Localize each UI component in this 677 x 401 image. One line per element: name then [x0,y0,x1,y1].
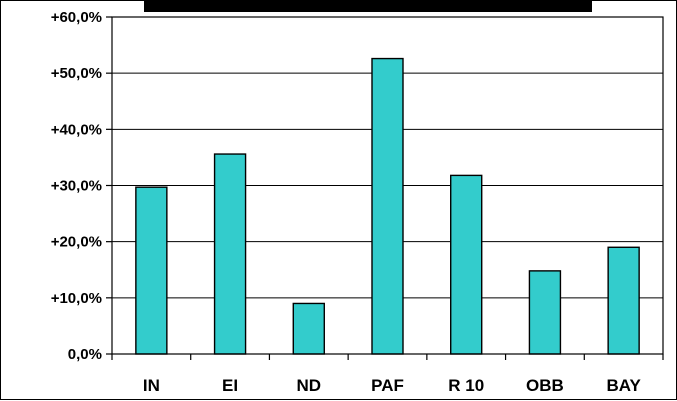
x-tick-label: PAF [371,376,404,395]
y-tick-label: +50,0% [51,65,102,82]
bar-in [135,186,168,355]
x-tick-label: EI [222,376,238,395]
x-axis: IN EI ND PAF R 10 OBB BAY [111,354,664,395]
y-tick-label: +20,0% [51,234,102,251]
bar-paf [371,57,404,355]
bar-ei [213,153,247,355]
y-tick-label: 0,0% [68,346,102,363]
bar-r-10 [450,174,483,355]
bars [135,57,640,355]
bar-bay [607,246,640,355]
bar-obb [528,270,562,355]
x-tick-label: R 10 [448,376,484,395]
x-tick-label: BAY [606,376,641,395]
x-tick-label: OBB [526,376,564,395]
y-tick-label: +10,0% [51,290,102,307]
y-tick-label: +60,0% [51,9,102,26]
y-tick-label: +30,0% [51,178,102,195]
title-bar [144,1,592,12]
y-axis: 0,0% +10,0% +20,0% +30,0% +40,0% +50,0% +60,0% [51,9,112,363]
y-tick-label: +40,0% [51,121,102,138]
x-tick-label: IN [143,376,160,395]
bar-nd [292,302,325,355]
x-tick-label: ND [297,376,322,395]
